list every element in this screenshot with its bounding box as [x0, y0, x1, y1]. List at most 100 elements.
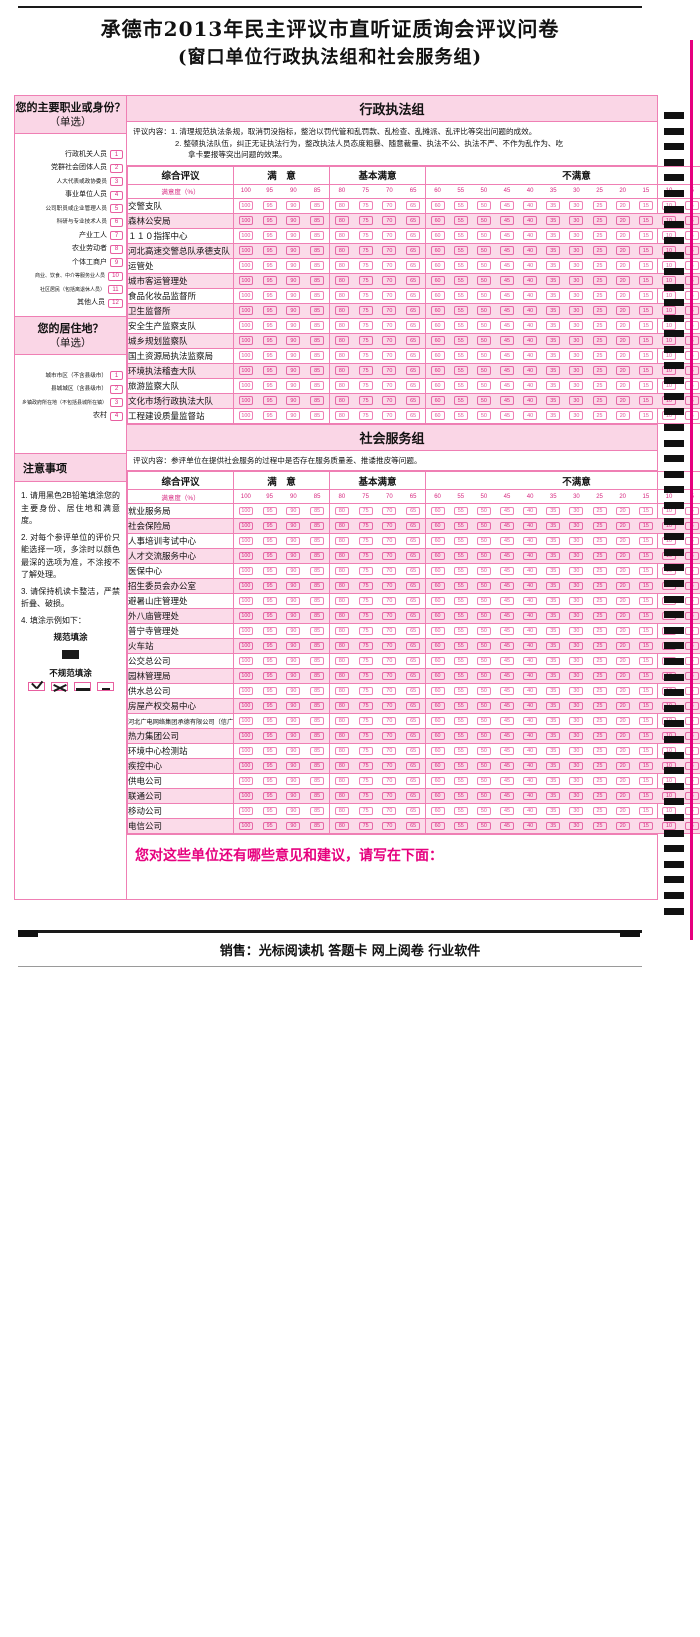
rating-bubble[interactable]: 75 [359, 597, 373, 606]
rating-bubble[interactable]: 80 [335, 717, 349, 726]
rating-bubble[interactable]: 65 [406, 792, 420, 801]
rating-bubble[interactable]: 25 [593, 582, 607, 591]
rating-bubble[interactable]: 35 [546, 747, 560, 756]
rating-bubble[interactable]: 55 [454, 291, 468, 300]
rating-bubble[interactable]: 45 [500, 261, 514, 270]
rating-bubble[interactable]: 40 [523, 672, 537, 681]
rating-bubble[interactable]: 35 [546, 321, 560, 330]
rating-bubble[interactable]: 30 [569, 321, 583, 330]
rating-bubble[interactable]: 20 [616, 792, 630, 801]
rating-bubble[interactable]: 20 [616, 822, 630, 831]
rating-bubble[interactable]: 30 [569, 792, 583, 801]
rating-bubble[interactable]: 65 [406, 411, 420, 420]
rating-bubble[interactable]: 80 [335, 381, 349, 390]
rating-bubble[interactable]: 85 [310, 687, 324, 696]
rating-bubble[interactable]: 45 [500, 612, 514, 621]
rating-bubble[interactable]: 85 [310, 246, 324, 255]
rating-bubble[interactable]: 20 [616, 762, 630, 771]
rating-bubble[interactable]: 65 [406, 672, 420, 681]
rating-bubble[interactable]: 95 [263, 336, 277, 345]
rating-bubble[interactable]: 15 [639, 351, 653, 360]
rating-bubble[interactable]: 80 [335, 582, 349, 591]
rating-bubble[interactable]: 95 [263, 381, 277, 390]
table-row[interactable]: 河北广电网络集团承德有限公司（信广联）100959085807570656055… [128, 714, 700, 729]
rating-bubble[interactable]: 15 [639, 717, 653, 726]
rating-bubble[interactable]: 65 [406, 627, 420, 636]
rating-bubble[interactable]: 85 [310, 507, 324, 516]
rating-bubble[interactable]: 90 [286, 687, 300, 696]
rating-bubble[interactable]: 75 [359, 702, 373, 711]
rating-bubble[interactable]: 40 [523, 381, 537, 390]
rating-bubble[interactable]: 55 [454, 747, 468, 756]
rating-bubble[interactable]: 20 [616, 642, 630, 651]
option-bubble[interactable]: 12 [108, 299, 123, 308]
rating-bubble[interactable]: 20 [616, 582, 630, 591]
rating-bubble[interactable]: 75 [359, 396, 373, 405]
rating-bubble[interactable]: 80 [335, 747, 349, 756]
rating-bubble[interactable]: 90 [286, 522, 300, 531]
rating-bubble[interactable]: 75 [359, 777, 373, 786]
rating-bubble[interactable]: 30 [569, 552, 583, 561]
rating-bubble[interactable]: 70 [382, 642, 396, 651]
rating-bubble[interactable]: 30 [569, 507, 583, 516]
rating-bubble[interactable]: 30 [569, 366, 583, 375]
rating-bubble[interactable]: 65 [406, 567, 420, 576]
rating-bubble[interactable]: 40 [523, 216, 537, 225]
rating-bubble[interactable]: 45 [500, 552, 514, 561]
rating-bubble[interactable]: 100 [239, 807, 253, 816]
cells-unsatisfied[interactable]: 605550454035302520151050 [426, 759, 700, 774]
rating-bubble[interactable]: 70 [382, 807, 396, 816]
rating-bubble[interactable]: 60 [431, 807, 445, 816]
rating-bubble[interactable]: 30 [569, 381, 583, 390]
rating-bubble[interactable]: 60 [431, 687, 445, 696]
rating-bubble[interactable]: 60 [431, 732, 445, 741]
rating-bubble[interactable]: 35 [546, 732, 560, 741]
rating-bubble[interactable]: 35 [546, 717, 560, 726]
rating-bubble[interactable]: 55 [454, 246, 468, 255]
rating-bubble[interactable]: 25 [593, 672, 607, 681]
rating-bubble[interactable]: 90 [286, 231, 300, 240]
rating-bubble[interactable]: 30 [569, 777, 583, 786]
rating-bubble[interactable]: 95 [263, 687, 277, 696]
rating-bubble[interactable]: 25 [593, 762, 607, 771]
rating-bubble[interactable]: 45 [500, 747, 514, 756]
rating-bubble[interactable]: 40 [523, 702, 537, 711]
rating-bubble[interactable]: 15 [639, 381, 653, 390]
rating-bubble[interactable]: 65 [406, 657, 420, 666]
rating-bubble[interactable]: 90 [286, 732, 300, 741]
rating-bubble[interactable]: 40 [523, 411, 537, 420]
rating-bubble[interactable]: 95 [263, 231, 277, 240]
rating-bubble[interactable]: 85 [310, 567, 324, 576]
rating-bubble[interactable]: 80 [335, 792, 349, 801]
rating-bubble[interactable]: 70 [382, 702, 396, 711]
rating-bubble[interactable]: 50 [477, 246, 491, 255]
cells-unsatisfied[interactable]: 605550454035302520151050 [426, 228, 700, 243]
rating-bubble[interactable]: 75 [359, 201, 373, 210]
rating-bubble[interactable]: 50 [477, 732, 491, 741]
rating-bubble[interactable]: 15 [639, 366, 653, 375]
rating-bubble[interactable]: 80 [335, 231, 349, 240]
rating-bubble[interactable]: 90 [286, 306, 300, 315]
rating-bubble[interactable]: 35 [546, 396, 560, 405]
rating-bubble[interactable]: 75 [359, 747, 373, 756]
rating-bubble[interactable]: 15 [639, 321, 653, 330]
rating-bubble[interactable]: 80 [335, 657, 349, 666]
cells-unsatisfied[interactable]: 605550454035302520151050 [426, 333, 700, 348]
